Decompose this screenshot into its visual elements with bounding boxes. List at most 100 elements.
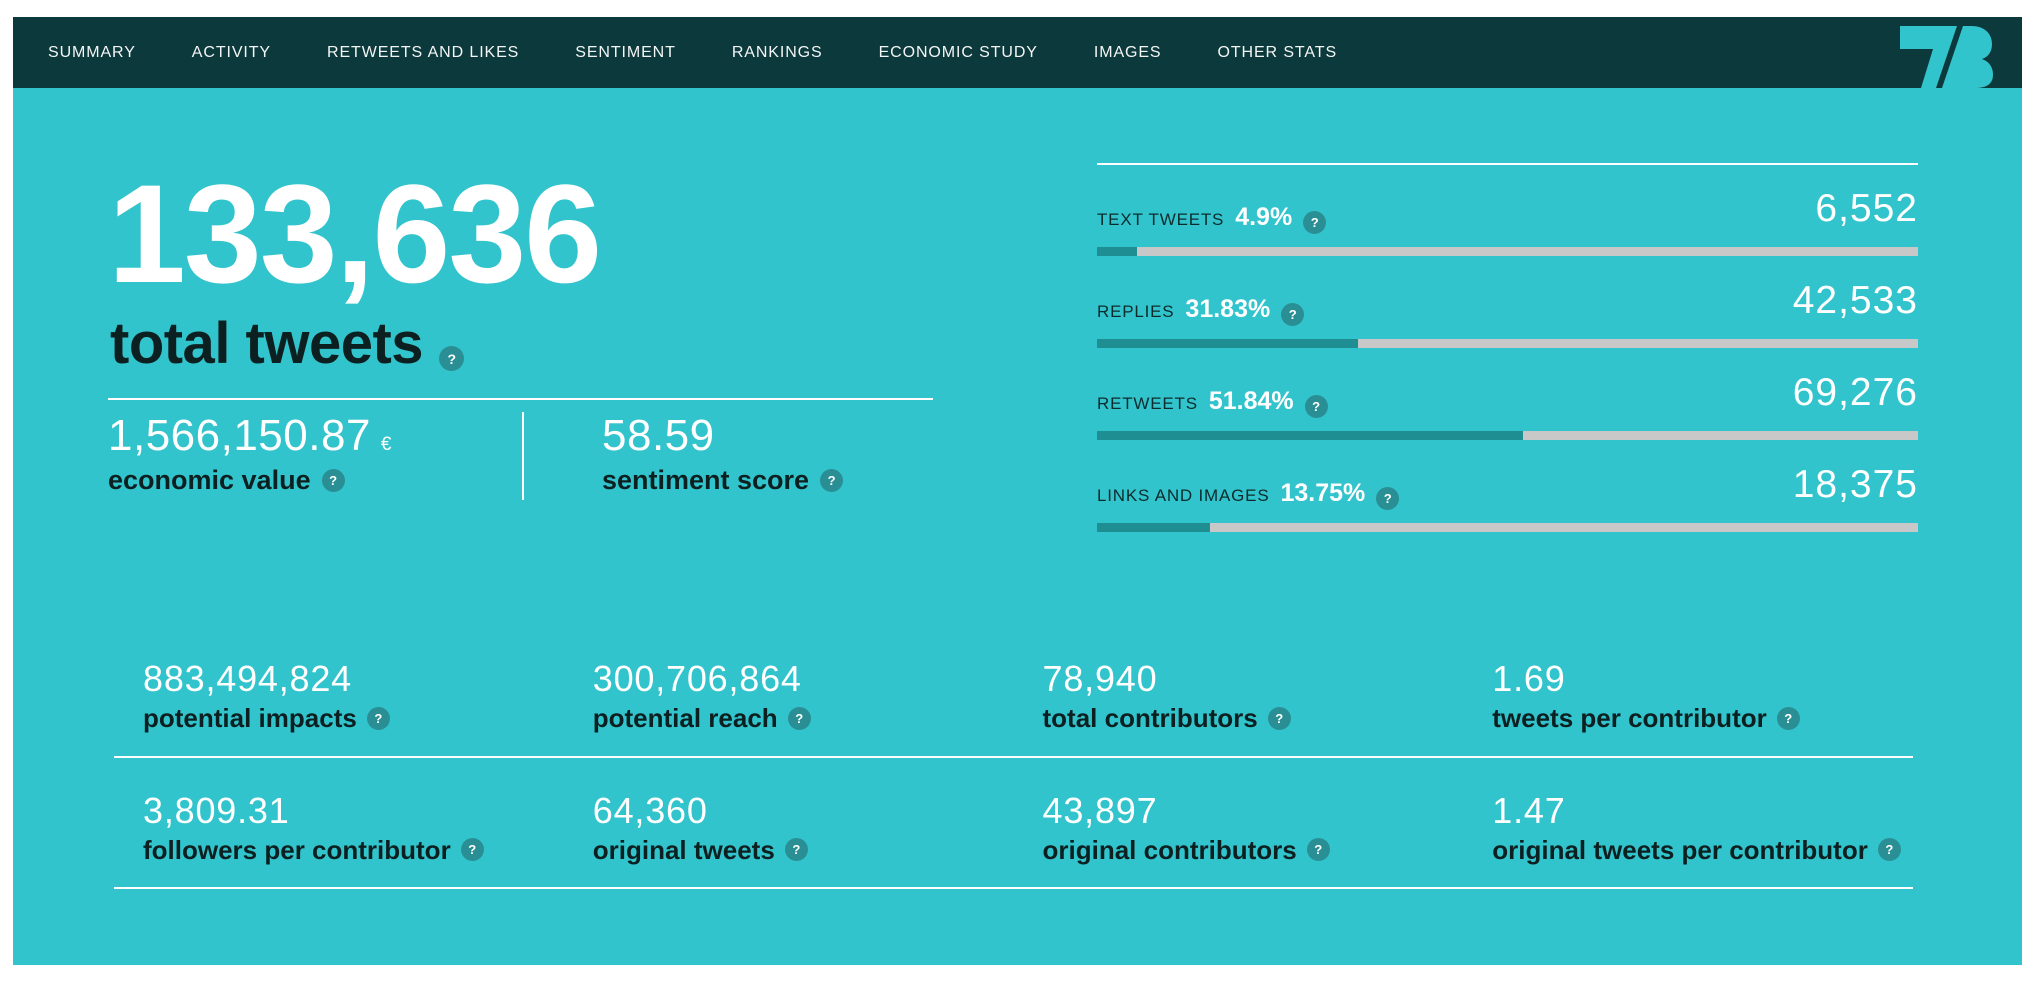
stat-label: original tweets: [592, 834, 775, 865]
tweetbinder-logo-icon[interactable]: [1900, 26, 1993, 88]
stat-value: 1.69: [1492, 658, 1566, 699]
breakdown-count: 69,276: [1792, 371, 1918, 414]
nav-item-summary[interactable]: SUMMARY: [48, 43, 136, 61]
help-icon[interactable]: ?: [784, 838, 808, 862]
question-glyph: ?: [827, 473, 836, 488]
breakdown-count: 42,533: [1792, 279, 1918, 322]
help-icon[interactable]: ?: [1306, 838, 1330, 862]
stat-cell-potential-impacts: 883,494,824 potential impacts ?: [114, 661, 564, 733]
total-tweets-label: total tweets: [110, 311, 424, 376]
stat-cell-tweets-per-contributor: 1.69 tweets per contributor ?: [1463, 661, 1913, 733]
metrics-vertical-divider: [522, 412, 524, 500]
question-glyph: ?: [1784, 710, 1793, 726]
help-icon[interactable]: ?: [787, 706, 811, 730]
stat-cell-followers-per-contributor: 3,809.31 followers per contributor ?: [114, 789, 564, 865]
summary-board: 133,636 total tweets ? 1,566,150.87 € ec…: [13, 88, 2022, 965]
stat-label: potential reach: [592, 703, 778, 733]
economic-value-label: economic value: [108, 465, 311, 495]
stat-value: 43,897: [1042, 789, 1158, 831]
help-icon[interactable]: ?: [439, 346, 465, 371]
help-icon[interactable]: ?: [1376, 487, 1400, 511]
help-icon[interactable]: ?: [1776, 706, 1800, 730]
question-glyph: ?: [792, 842, 801, 858]
stat-cell-potential-reach: 300,706,864 potential reach ?: [564, 661, 1014, 733]
stat-cell-total-contributors: 78,940 total contributors ?: [1014, 661, 1464, 733]
help-icon[interactable]: ?: [820, 469, 844, 492]
help-icon[interactable]: ?: [1281, 303, 1305, 327]
stats-grid: 883,494,824 potential impacts ? 300,706,…: [114, 626, 1913, 890]
euro-currency-symbol: €: [380, 434, 392, 455]
breakdown-label: TEXT TWEETS: [1097, 210, 1225, 229]
breakdown-count: 18,375: [1792, 463, 1918, 506]
breakdown-bar-fill: [1097, 523, 1210, 532]
help-icon[interactable]: ?: [460, 838, 484, 862]
stat-value: 64,360: [592, 789, 708, 831]
breakdown-count: 6,552: [1815, 187, 1918, 230]
economic-value-metric: 1,566,150.87 € economic value ?: [108, 414, 392, 494]
stat-value: 1.47: [1492, 789, 1566, 831]
stat-label: tweets per contributor: [1492, 703, 1767, 733]
stat-value: 3,809.31: [143, 789, 290, 831]
stat-value: 300,706,864: [592, 658, 802, 699]
stat-cell-original-contributors: 43,897 original contributors ?: [1014, 789, 1464, 865]
question-glyph: ?: [1383, 491, 1392, 507]
question-glyph: ?: [374, 710, 383, 726]
nav-item-other-stats[interactable]: OTHER STATS: [1217, 43, 1338, 61]
breakdown-bar-fill: [1097, 431, 1523, 440]
total-tweets-label-row: total tweets ?: [110, 311, 465, 376]
question-glyph: ?: [1885, 842, 1894, 858]
help-icon[interactable]: ?: [1877, 838, 1901, 862]
nav-item-retweets-and-likes[interactable]: RETWEETS AND LIKES: [327, 43, 520, 61]
nav-item-images[interactable]: IMAGES: [1093, 43, 1162, 61]
question-glyph: ?: [1314, 842, 1323, 858]
stat-label: original tweets per contributor: [1492, 834, 1868, 865]
stat-cell-original-tweets: 64,360 original tweets ?: [564, 789, 1014, 865]
question-glyph: ?: [795, 710, 804, 726]
help-icon[interactable]: ?: [1304, 395, 1328, 419]
breakdown-bar-track: [1097, 247, 1918, 256]
sentiment-score-metric: 58.59 sentiment score ?: [602, 411, 844, 495]
help-icon[interactable]: ?: [1303, 211, 1327, 235]
question-glyph: ?: [447, 350, 457, 367]
nav-item-activity[interactable]: ACTIVITY: [191, 43, 272, 61]
breakdown-label: REPLIES: [1097, 302, 1175, 321]
breakdown-percent: 4.9%: [1235, 203, 1293, 231]
question-glyph: ?: [329, 473, 338, 488]
nav-item-rankings[interactable]: RANKINGS: [731, 43, 823, 61]
breakdown-bar-track: [1097, 431, 1918, 440]
breakdown-row-text-tweets: TEXT TWEETS 4.9% ? 6,552: [1097, 165, 1918, 257]
question-glyph: ?: [1275, 710, 1284, 726]
sentiment-score-value: 58.59: [602, 411, 715, 460]
breakdown-label: RETWEETS: [1097, 394, 1198, 413]
stat-label: followers per contributor: [143, 834, 451, 865]
help-icon[interactable]: ?: [1267, 706, 1291, 730]
question-glyph: ?: [1312, 399, 1321, 415]
breakdown-bar-fill: [1097, 339, 1359, 348]
sentiment-score-label: sentiment score: [602, 465, 810, 495]
breakdown-percent: 31.83%: [1185, 295, 1271, 323]
breakdown-bar-track: [1097, 339, 1918, 348]
hero-divider-line: [108, 398, 933, 400]
breakdown-row-retweets: RETWEETS 51.84% ? 69,276: [1097, 349, 1918, 441]
stats-row-1: 883,494,824 potential impacts ? 300,706,…: [114, 626, 1913, 758]
total-tweets-value: 133,636: [108, 155, 602, 312]
nav-item-economic-study[interactable]: ECONOMIC STUDY: [878, 43, 1038, 61]
help-icon[interactable]: ?: [366, 706, 390, 730]
breakdown-bar-track: [1097, 523, 1918, 532]
breakdown-percent: 13.75%: [1280, 479, 1366, 507]
top-nav: SUMMARY ACTIVITY RETWEETS AND LIKES SENT…: [13, 17, 2022, 88]
help-icon[interactable]: ?: [321, 469, 345, 492]
nav-items: SUMMARY ACTIVITY RETWEETS AND LIKES SENT…: [13, 44, 1337, 62]
question-glyph: ?: [1288, 307, 1297, 323]
stats-row-2: 3,809.31 followers per contributor ? 64,…: [114, 758, 1913, 890]
stat-label: potential impacts: [143, 703, 357, 733]
stat-label: total contributors: [1042, 703, 1258, 733]
question-glyph: ?: [468, 842, 477, 858]
question-glyph: ?: [1310, 215, 1319, 231]
nav-item-sentiment[interactable]: SENTIMENT: [575, 43, 676, 61]
breakdown-row-replies: REPLIES 31.83% ? 42,533: [1097, 257, 1918, 349]
tweet-type-breakdown-panel: TEXT TWEETS 4.9% ? 6,552 REPLIES 31.83% …: [1097, 163, 1918, 533]
breakdown-bar-fill: [1097, 247, 1138, 256]
stat-label: original contributors: [1042, 834, 1297, 865]
